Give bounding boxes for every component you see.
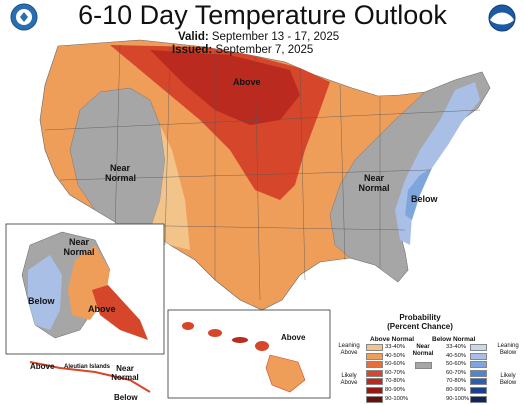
legend-above-header: Above Normal <box>370 336 415 343</box>
issued-label: Issued: <box>172 44 213 56</box>
legend-below-swatch <box>470 395 487 403</box>
hawaii-above-label: Above <box>281 333 306 342</box>
legend-below-range: 90-100% <box>446 395 470 402</box>
valid-dates: September 13 - 17, 2025 <box>211 31 340 43</box>
conus-below-east <box>395 82 480 245</box>
commerce-seal-icon <box>10 3 38 31</box>
noaa-logo-icon <box>488 4 516 32</box>
legend-below-range: 50-60% <box>446 361 466 368</box>
legend-below-header: Below Normal <box>432 336 476 343</box>
conus-east-near-line2: Normal <box>358 183 390 193</box>
conus-west-near-normal <box>69 87 166 231</box>
conus-west-near-label: Near Normal <box>105 163 137 183</box>
alaska-near-line2: Normal <box>63 247 95 257</box>
legend-title: Probability (Percent Chance) <box>370 313 470 331</box>
conus-east-near-label: Near Normal <box>357 173 391 193</box>
legend-above-range: 40-50% <box>385 352 405 359</box>
legend-near-line1: Near <box>416 344 430 350</box>
legend-leaning-above-1: Leaning <box>338 343 360 349</box>
legend-near-line2: Normal <box>412 351 434 357</box>
issued-date: September 7, 2025 <box>215 44 314 56</box>
legend-likely-below-2: Below <box>499 380 517 386</box>
legend-above-range: 80-90% <box>385 387 405 393</box>
conus-below-east-core <box>405 168 432 220</box>
aleutian-near-line1: Near <box>116 364 134 373</box>
legend-below-swatch <box>470 344 487 351</box>
legend-leaning-below: Leaning Below <box>494 343 522 357</box>
legend-likely-above-2: Above <box>340 380 358 386</box>
aleutian-below-label: Below <box>114 393 138 402</box>
legend-above-range: 90-100% <box>385 395 409 402</box>
legend-above-range: 50-60% <box>385 361 405 368</box>
legend-above-swatch <box>366 387 383 394</box>
conus-above-label: Above <box>233 77 261 87</box>
hawaii-kauai <box>182 322 194 330</box>
legend-above-swatch <box>366 378 383 386</box>
state-lines <box>44 44 481 301</box>
hawaii-big-island <box>265 354 306 393</box>
legend-title-line1: Probability <box>399 313 441 322</box>
legend-below-swatch <box>470 369 487 377</box>
legend-above-swatch <box>366 361 383 369</box>
alaska-above-core <box>92 285 148 340</box>
legend-leaning-below-1: Leaning <box>497 343 519 349</box>
legend-below-swatch <box>470 378 487 386</box>
aleutian-near-label: Near Normal <box>110 364 140 382</box>
alaska-near-label: Near Normal <box>62 237 96 257</box>
legend-leaning-above: Leaning Above <box>336 343 362 357</box>
aleutian-above-label: Above <box>30 362 55 371</box>
legend-likely-above-1: Likely <box>341 373 357 379</box>
legend-below-range: 80-90% <box>446 387 466 393</box>
aleutian-near-line2: Normal <box>111 373 139 382</box>
legend-below-range: 70-80% <box>446 378 466 385</box>
legend-below-range: 40-50% <box>446 352 466 359</box>
legend-below-swatch <box>470 352 487 360</box>
valid-label: Valid: <box>178 31 209 43</box>
legend-near-normal-swatch <box>415 362 432 369</box>
hawaii-maui <box>255 341 269 351</box>
legend-above-swatch <box>366 344 383 351</box>
legend-above-range: 33-40% <box>385 344 405 350</box>
hawaii-oahu <box>208 329 222 337</box>
valid-line: Valid: September 13 - 17, 2025 <box>178 31 339 43</box>
legend-likely-below: Likely Below <box>494 373 522 387</box>
conus-above-peak <box>150 50 300 125</box>
conus-west-near-line1: Near <box>109 163 130 173</box>
hawaii-molokai <box>232 337 248 343</box>
legend-above-swatch <box>366 369 383 377</box>
conus-below-label: Below <box>411 194 438 204</box>
legend-near-normal-label: Near Normal <box>412 344 434 358</box>
conus-west-fringe <box>150 125 190 250</box>
legend-below-swatch <box>470 387 487 394</box>
legend-likely-below-1: Likely <box>500 373 516 379</box>
conus-east-near-line1: Near <box>363 173 384 183</box>
aleutian-chain <box>29 361 151 393</box>
legend-above-swatch <box>366 395 383 403</box>
legend-likely-above: Likely Above <box>336 373 362 387</box>
page-title: 6-10 Day Temperature Outlook <box>78 0 447 30</box>
legend-below-swatch <box>470 361 487 369</box>
alaska-near-line1: Near <box>68 237 89 247</box>
hawaii-inset <box>167 309 331 399</box>
legend-above-swatch <box>366 352 383 360</box>
issued-line: Issued: September 7, 2025 <box>172 44 313 56</box>
aleutian-islands-label: Aleutian Islands <box>64 364 111 370</box>
legend-below-range: 33-40% <box>446 344 466 350</box>
legend-above-range: 60-70% <box>385 369 405 376</box>
alaska-above-label: Above <box>88 304 116 314</box>
legend-leaning-below-2: Below <box>499 350 517 356</box>
legend-below-range: 60-70% <box>446 369 466 376</box>
alaska-inset <box>5 223 165 393</box>
legend-leaning-above-2: Above <box>340 350 358 356</box>
hawaii-inset-frame <box>167 309 331 399</box>
alaska-below <box>28 255 62 330</box>
alaska-below-label: Below <box>28 296 55 306</box>
conus-west-near-line2: Normal <box>105 173 137 183</box>
legend-above-range: 70-80% <box>385 378 405 385</box>
conus-map <box>39 39 491 311</box>
legend-title-line2: (Percent Chance) <box>387 322 453 331</box>
